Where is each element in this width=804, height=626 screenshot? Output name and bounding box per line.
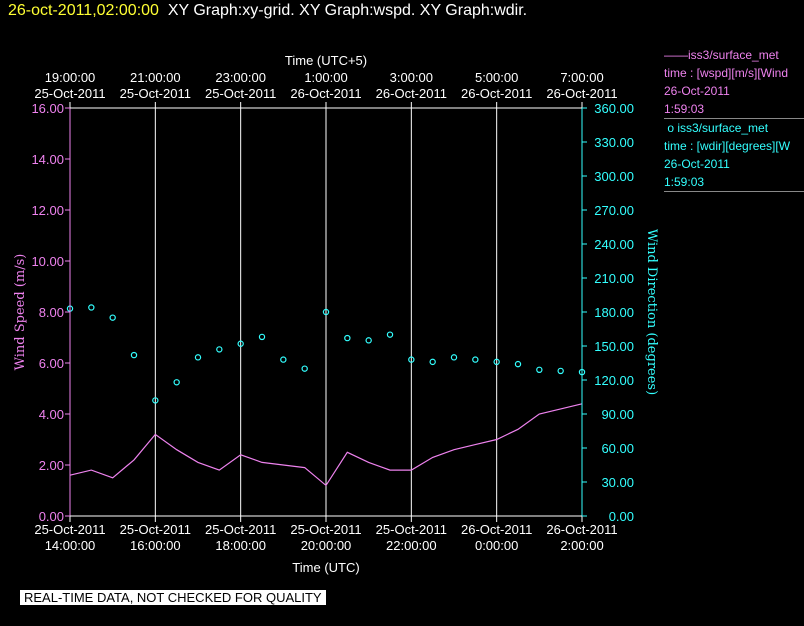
wind-direction-point xyxy=(493,358,500,366)
y-right-tick-label: 0.00 xyxy=(609,509,634,524)
x-tick-label-bottom-time: 20:00:00 xyxy=(301,538,352,553)
y-right-tick-label: 30.00 xyxy=(601,475,634,490)
x-tick-label-top-date: 25-Oct-2011 xyxy=(120,86,191,101)
legend-wspd-desc: time : [wspd][m/s][Wind xyxy=(664,66,789,80)
legend-wdir-desc: time : [wdir][degrees][W xyxy=(664,139,791,153)
x-tick-label-bottom-date: 25-Oct-2011 xyxy=(120,522,191,537)
wind-direction-point xyxy=(216,346,223,353)
x-tick-label-top-time: 23:00:00 xyxy=(215,70,266,85)
legend-wdir-time: 1:59:03 xyxy=(664,175,705,189)
legend-wspd-name: ——iss3/surface_met xyxy=(664,48,779,62)
y-right-tick-label: 270.00 xyxy=(594,203,634,218)
x-tick-label-top-date: 25-Oct-2011 xyxy=(34,86,105,101)
wind-speed-line xyxy=(69,403,583,487)
wind-direction-point xyxy=(194,354,202,361)
y-left-tick-label: 12.00 xyxy=(31,203,64,218)
x-tick-label-top-time: 3:00:00 xyxy=(390,70,433,85)
y-left-tick-label: 6.00 xyxy=(39,356,64,371)
y-axis-title-right: Wind Direction (degrees) xyxy=(644,229,659,395)
x-tick-label-bottom-date: 25-Oct-2011 xyxy=(205,522,276,537)
x-tick-label-bottom-time: 18:00:00 xyxy=(215,538,266,553)
y-right-tick-label: 240.00 xyxy=(594,237,634,252)
wind-direction-point xyxy=(365,337,372,344)
y-right-tick-label: 90.00 xyxy=(601,407,634,422)
y-right-tick-label: 360.00 xyxy=(594,101,634,116)
wind-direction-point xyxy=(258,333,266,341)
x-tick-label-top-date: 26-Oct-2011 xyxy=(461,86,532,101)
x-tick-label-bottom-date: 25-Oct-2011 xyxy=(34,522,105,537)
chart-header: 26-oct-2011,02:00:00 XY Graph:xy-grid. X… xyxy=(8,2,527,20)
wind-direction-point xyxy=(344,334,351,342)
x-tick-label-top-date: 26-Oct-2011 xyxy=(290,86,361,101)
legend-divider-bottom xyxy=(664,191,804,192)
wind-direction-point xyxy=(514,360,522,368)
legend-wdir-name: o iss3/surface_met xyxy=(664,121,769,135)
legend-wspd-date: 26-Oct-2011 xyxy=(664,84,730,98)
legend-wdir-date: 26-Oct-2011 xyxy=(664,157,730,171)
wind-direction-point xyxy=(237,340,244,347)
legend-entry-wspd: ——iss3/surface_met time : [wspd][m/s][Wi… xyxy=(664,46,804,118)
x-tick-label-top-time: 21:00:00 xyxy=(130,70,181,85)
wind-direction-point xyxy=(536,366,543,373)
y-left-tick-label: 4.00 xyxy=(39,407,64,422)
y-left-tick-label: 10.00 xyxy=(31,254,64,269)
legend-divider xyxy=(664,118,804,119)
x-tick-label-top-time: 19:00:00 xyxy=(45,70,96,85)
x-tick-label-top-time: 1:00:00 xyxy=(304,70,347,85)
y-right-tick-label: 330.00 xyxy=(594,135,634,150)
wind-direction-point xyxy=(88,304,95,311)
x-tick-label-bottom-date: 25-Oct-2011 xyxy=(376,522,447,537)
y-right-tick-label: 120.00 xyxy=(594,373,634,388)
x-tick-label-top-date: 26-Oct-2011 xyxy=(546,86,617,101)
quality-banner: REAL-TIME DATA, NOT CHECKED FOR QUALITY xyxy=(20,590,326,605)
wind-direction-point xyxy=(130,351,138,359)
y-left-tick-label: 0.00 xyxy=(39,509,64,524)
wind-direction-point xyxy=(109,314,116,321)
y-axis-title-left: Wind Speed (m/s) xyxy=(13,254,28,371)
x-axis-title-bottom: Time (UTC) xyxy=(292,560,359,575)
x-tick-label-bottom-time: 2:00:00 xyxy=(560,538,603,553)
wind-direction-point xyxy=(472,356,479,363)
wind-direction-point xyxy=(173,379,180,386)
y-left-tick-label: 16.00 xyxy=(31,101,64,116)
axes: 25-Oct-201114:00:0019:00:0025-Oct-201125… xyxy=(13,53,659,575)
wind-direction-point xyxy=(408,356,415,363)
x-tick-label-bottom-time: 16:00:00 xyxy=(130,538,181,553)
x-tick-label-top-date: 25-Oct-2011 xyxy=(205,86,276,101)
y-left-tick-label: 14.00 xyxy=(31,152,64,167)
legend-wspd-time: 1:59:03 xyxy=(664,102,705,116)
y-right-tick-label: 300.00 xyxy=(594,169,634,184)
y-left-tick-label: 2.00 xyxy=(39,458,64,473)
wind-direction-point xyxy=(386,331,394,338)
header-graph-list: XY Graph:xy-grid. XY Graph:wspd. XY Grap… xyxy=(167,2,528,19)
wind-direction-point xyxy=(152,397,159,404)
x-tick-label-bottom-time: 14:00:00 xyxy=(45,538,96,553)
wind-direction-point xyxy=(301,365,308,372)
x-tick-label-bottom-time: 0:00:00 xyxy=(475,538,518,553)
wind-direction-point xyxy=(429,358,436,366)
x-tick-label-top-time: 5:00:00 xyxy=(475,70,518,85)
wind-direction-point xyxy=(280,356,287,363)
wind-speed-series xyxy=(69,403,583,487)
grid-lines xyxy=(69,108,583,516)
y-right-tick-label: 210.00 xyxy=(594,271,634,286)
x-tick-label-bottom-date: 26-Oct-2011 xyxy=(461,522,532,537)
legend-entry-wdir: o iss3/surface_met time : [wdir][degrees… xyxy=(664,119,804,191)
y-right-tick-label: 180.00 xyxy=(594,305,634,320)
x-tick-label-top-time: 7:00:00 xyxy=(560,70,603,85)
x-tick-label-bottom-time: 22:00:00 xyxy=(386,538,437,553)
y-right-tick-label: 150.00 xyxy=(594,339,634,354)
x-tick-label-bottom-date: 26-Oct-2011 xyxy=(546,522,617,537)
header-timestamp: 26-oct-2011,02:00:00 xyxy=(8,2,159,19)
y-left-tick-label: 8.00 xyxy=(39,305,64,320)
legend: ——iss3/surface_met time : [wspd][m/s][Wi… xyxy=(664,46,804,192)
wind-direction-point xyxy=(557,367,564,375)
x-tick-label-top-date: 26-Oct-2011 xyxy=(376,86,447,101)
x-axis-title-top: Time (UTC+5) xyxy=(285,53,367,68)
x-tick-label-bottom-date: 25-Oct-2011 xyxy=(290,522,361,537)
wind-direction-point xyxy=(322,308,330,316)
y-right-tick-label: 60.00 xyxy=(601,441,634,456)
wind-direction-point xyxy=(450,354,458,361)
